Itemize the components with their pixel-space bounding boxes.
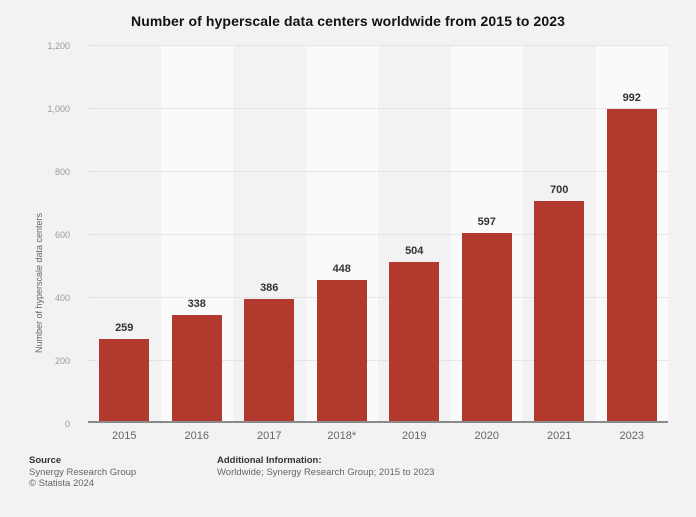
footer-additional-block: Additional Information: Worldwide; Syner… [217,455,434,478]
x-tick-label: 2017 [257,430,282,442]
x-tick-label: 2020 [474,430,499,442]
y-tick-label: 600 [54,230,70,240]
bar-value-label: 386 [260,282,279,295]
y-axis-ticks: 0 200 400 600 800 1,000 1,200 [0,41,70,429]
gridline [88,234,668,235]
bar-2016 [171,314,222,421]
gridline [88,108,668,109]
y-tick-label: 200 [54,356,70,366]
source-label: Source [29,455,62,466]
x-tick-label: 2016 [184,430,209,442]
bar-column: 338 [161,45,234,421]
gridlines-layer [88,45,668,421]
bar-column: 504 [378,45,451,421]
x-tick-label: 2023 [619,430,644,442]
y-tick-label: 0 [64,419,70,429]
gridline [88,297,668,298]
additional-info-label: Additional Information: [217,455,322,466]
gridline [88,171,668,172]
plot-area: 259 338 386 448 504 597 700 992 [88,45,668,423]
footer-source-block: Source Synergy Research Group © Statista… [29,455,136,490]
bar-value-label: 700 [550,183,569,196]
x-tick-label: 2015 [112,430,137,442]
bar-value-label: 338 [187,297,206,310]
copyright: © Statista 2024 [29,478,95,489]
bar-2015 [99,339,150,421]
bar-value-label: 448 [332,262,351,275]
y-tick-label: 1,000 [47,104,70,114]
chart-title: Number of hyperscale data centers worldw… [130,13,566,29]
x-tick-label: 2019 [402,430,427,442]
bar-2019 [389,262,440,421]
additional-info-value: Worldwide; Synergy Research Group; 2015 … [217,466,435,478]
bar-2023 [606,108,657,421]
bar-value-label: 597 [477,215,496,228]
y-tick-label: 400 [54,293,70,303]
gridline [88,360,668,361]
y-tick-label: 800 [54,167,70,177]
x-tick-label: 2021 [547,430,572,442]
bar-column: 259 [88,45,161,421]
bar-2020 [461,232,512,421]
gridline [88,45,668,46]
y-tick-label: 1,200 [47,41,70,51]
bar-2017 [244,299,295,421]
bar-column: 597 [451,45,524,421]
bar-2018 [316,279,367,421]
bar-2021 [534,200,585,421]
bar-column: 386 [233,45,306,421]
bar-value-label: 259 [115,322,134,335]
source-value: Synergy Research Group [29,466,137,478]
bar-column: 700 [523,45,596,421]
x-tick-label: 2018* [327,430,357,442]
bars-layer: 259 338 386 448 504 597 700 992 [88,45,668,421]
bar-value-label: 992 [622,91,641,104]
bar-value-label: 504 [405,245,424,258]
bar-column: 448 [306,45,379,421]
x-axis-labels: 2015 2016 2017 2018* 2019 2020 2021 2023 [88,430,668,442]
bar-column: 992 [596,45,669,421]
